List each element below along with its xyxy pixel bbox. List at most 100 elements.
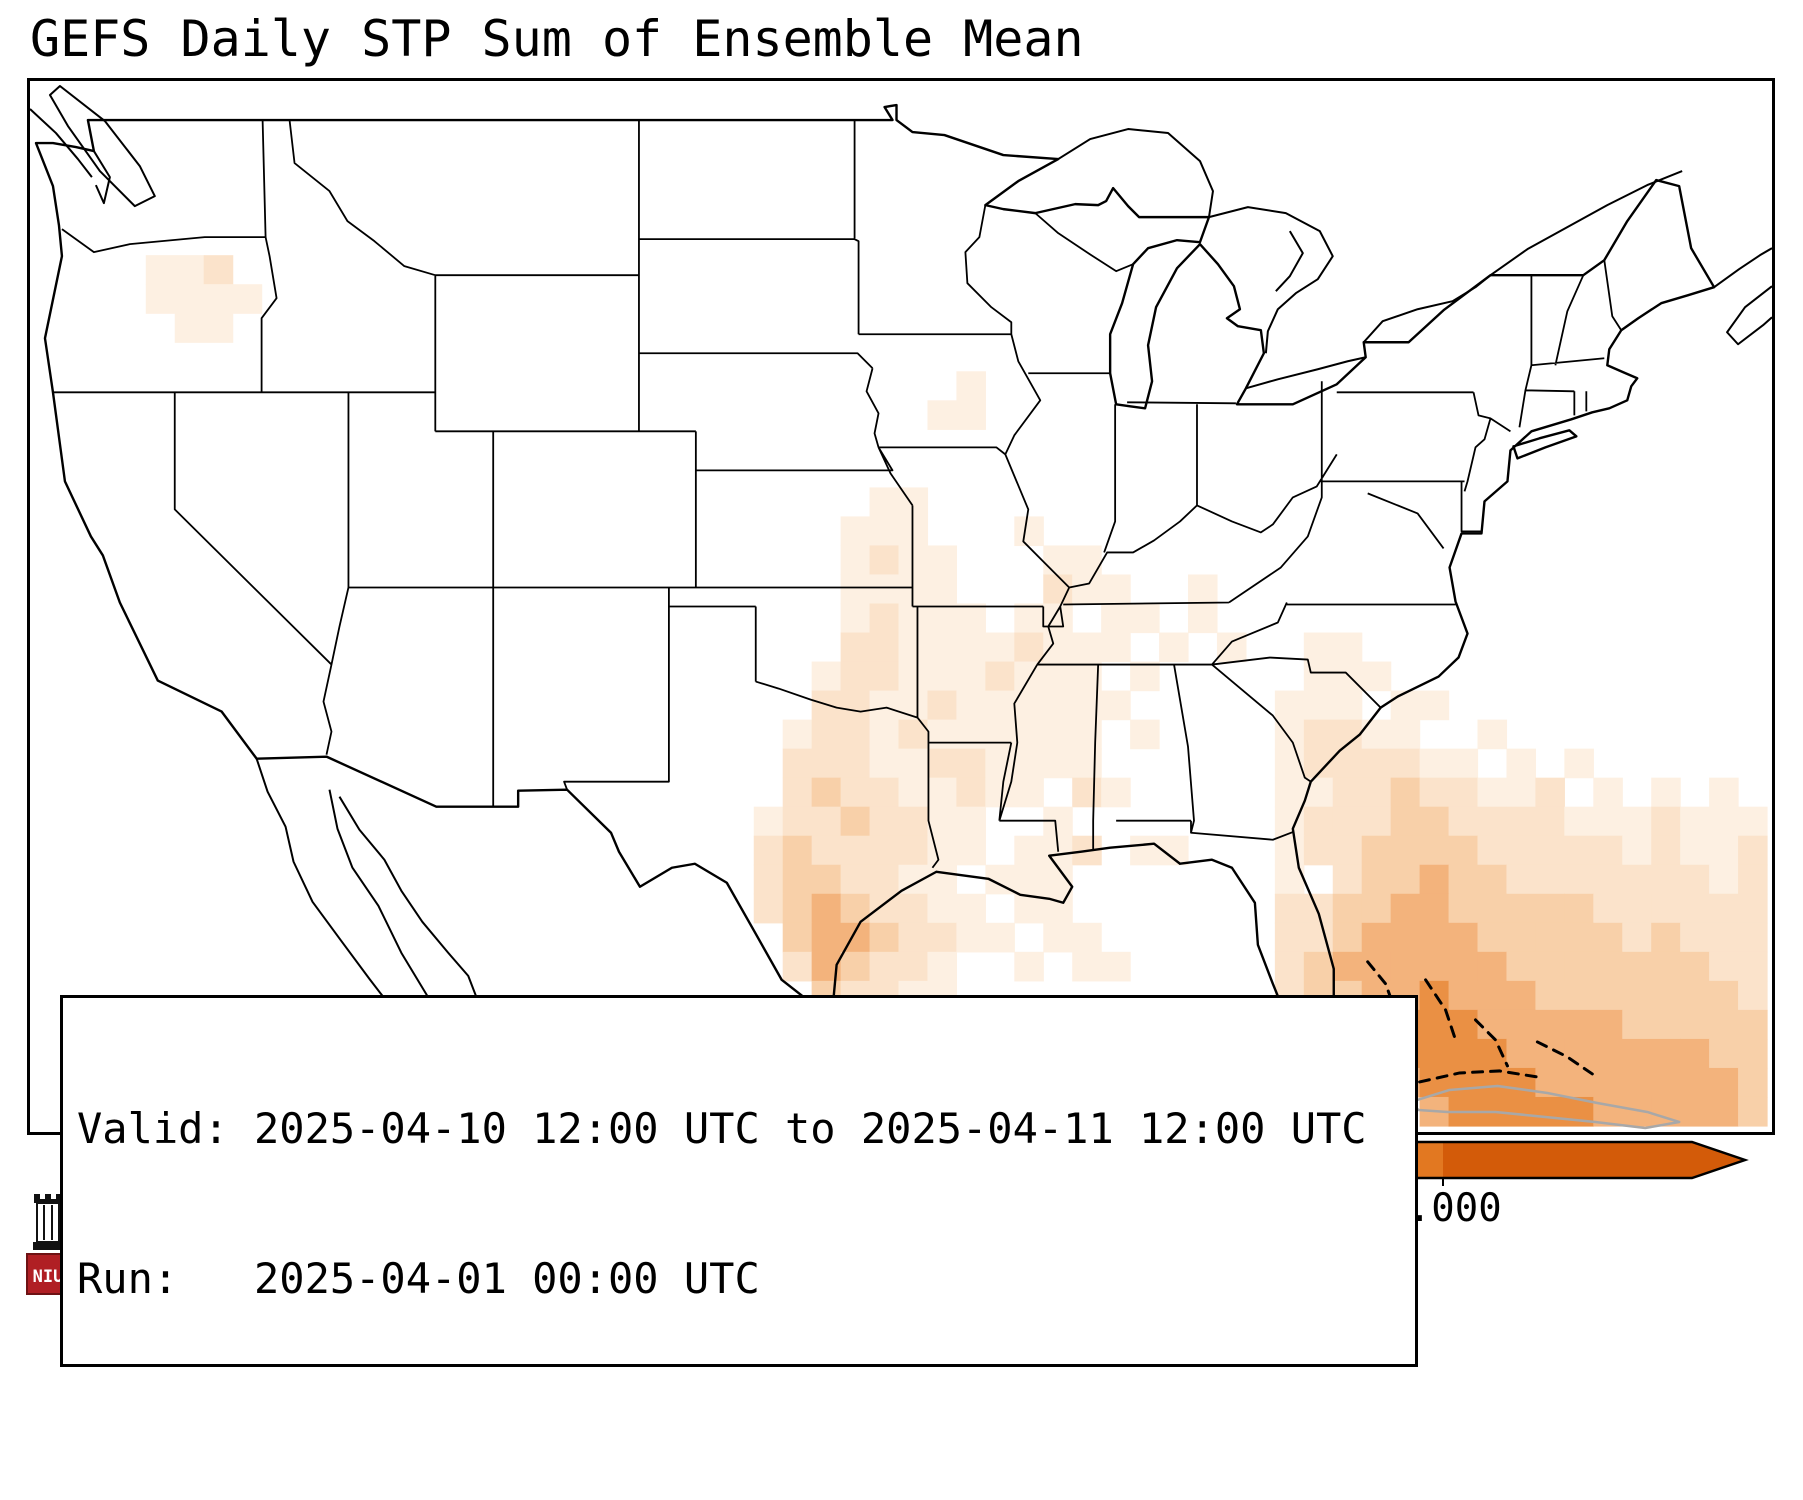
stp-cell <box>927 807 985 837</box>
stp-cell <box>1622 923 1652 953</box>
stp-cell <box>1651 894 1709 924</box>
stp-cell <box>1478 952 1508 982</box>
stp-cell <box>754 807 784 837</box>
stp-cell <box>841 952 871 982</box>
stp-cell <box>1130 720 1160 750</box>
stp-cell <box>1709 894 1767 924</box>
stp-cell <box>783 836 813 866</box>
stp-cell <box>783 778 813 808</box>
stp-cell <box>870 691 928 721</box>
stp-cell <box>1130 662 1160 692</box>
stp-cell <box>1622 952 1709 982</box>
stp-cell <box>1535 778 1565 808</box>
stp-cell <box>1275 894 1305 924</box>
stp-cell <box>1564 952 1622 982</box>
stp-cell <box>1738 923 1768 953</box>
stp-cell <box>1738 807 1768 837</box>
stp-cell <box>985 778 1043 808</box>
stp-cell <box>1593 923 1623 953</box>
stp-cell <box>1564 865 1622 895</box>
stp-cell <box>1449 865 1507 895</box>
stp-cell <box>1014 633 1044 663</box>
stp-cell <box>204 255 234 285</box>
stp-cell <box>870 836 928 866</box>
stp-cell <box>1651 836 1681 866</box>
stp-cell <box>870 603 900 633</box>
stp-cell <box>146 284 262 314</box>
stp-cell <box>1622 836 1652 866</box>
stp-cell <box>1593 807 1651 837</box>
stp-cell <box>1043 923 1101 953</box>
stp-cell <box>754 836 784 866</box>
stp-cell <box>1535 923 1593 953</box>
stp-cell <box>841 865 899 895</box>
stp-cell <box>1651 778 1681 808</box>
stp-cell <box>1072 574 1130 604</box>
stp-cell <box>841 778 899 808</box>
stp-cell <box>1362 662 1392 692</box>
stp-cell <box>1304 836 1362 866</box>
stp-cell <box>1304 952 1334 982</box>
stp-cell <box>1593 778 1623 808</box>
stp-cell <box>927 952 957 982</box>
stp-cell <box>1188 603 1218 633</box>
stp-cell <box>841 603 871 633</box>
stp-cell <box>1680 1068 1738 1098</box>
stp-cell <box>870 923 900 953</box>
stp-cell <box>812 836 870 866</box>
stp-cell <box>1072 952 1130 982</box>
stp-cell <box>1449 836 1479 866</box>
stp-cell <box>1420 778 1478 808</box>
stp-cell <box>1651 923 1681 953</box>
stp-cell <box>1420 865 1450 895</box>
stp-cell <box>1506 1039 1564 1069</box>
stp-cell <box>1449 894 1507 924</box>
stp-cell <box>956 923 1014 953</box>
stp-cell <box>812 894 842 924</box>
stp-cell <box>1709 865 1739 895</box>
colorbar-over-arrow <box>1692 1142 1745 1178</box>
stp-cell <box>1738 865 1768 895</box>
stp-cell <box>927 720 1014 750</box>
stp-cell <box>1506 807 1564 837</box>
stp-cell <box>1362 894 1392 924</box>
stp-cell <box>1362 720 1420 750</box>
stp-cell <box>1680 865 1710 895</box>
stp-cell <box>1304 894 1334 924</box>
stp-cell <box>1651 807 1681 837</box>
stp-cell <box>812 778 842 808</box>
stp-cell <box>1333 807 1391 837</box>
us-map <box>30 81 1772 1132</box>
stp-cell <box>956 662 986 692</box>
stp-cell <box>927 691 957 721</box>
stp-cell <box>1014 952 1044 982</box>
stp-cell <box>1275 923 1305 953</box>
stp-cell <box>956 778 986 808</box>
stp-cell <box>1333 749 1420 779</box>
stp-cell <box>146 255 204 285</box>
stp-cell <box>985 633 1015 663</box>
map-frame <box>27 78 1775 1135</box>
stp-cell <box>1738 1068 1768 1098</box>
stp-cell <box>899 923 957 953</box>
stp-cell <box>1506 952 1564 982</box>
stp-cell <box>1680 836 1738 866</box>
stp-cell <box>1535 836 1622 866</box>
stp-cell <box>1101 691 1131 721</box>
stp-cell <box>1478 1010 1536 1040</box>
stp-cell <box>754 894 784 924</box>
stp-cell <box>1275 691 1362 721</box>
stp-cell <box>1362 923 1449 953</box>
stp-cell <box>927 894 985 924</box>
stp-cell <box>927 749 985 779</box>
stp-cell <box>841 807 871 837</box>
stp-cell <box>1449 923 1479 953</box>
stp-cell <box>754 865 784 895</box>
stp-cell <box>1304 633 1362 663</box>
stp-cell <box>899 603 986 633</box>
stp-cell <box>1304 807 1334 837</box>
stp-cell <box>1449 981 1507 1011</box>
stp-cell <box>1072 778 1102 808</box>
stp-cell <box>1506 865 1564 895</box>
stp-cell <box>956 691 1014 721</box>
